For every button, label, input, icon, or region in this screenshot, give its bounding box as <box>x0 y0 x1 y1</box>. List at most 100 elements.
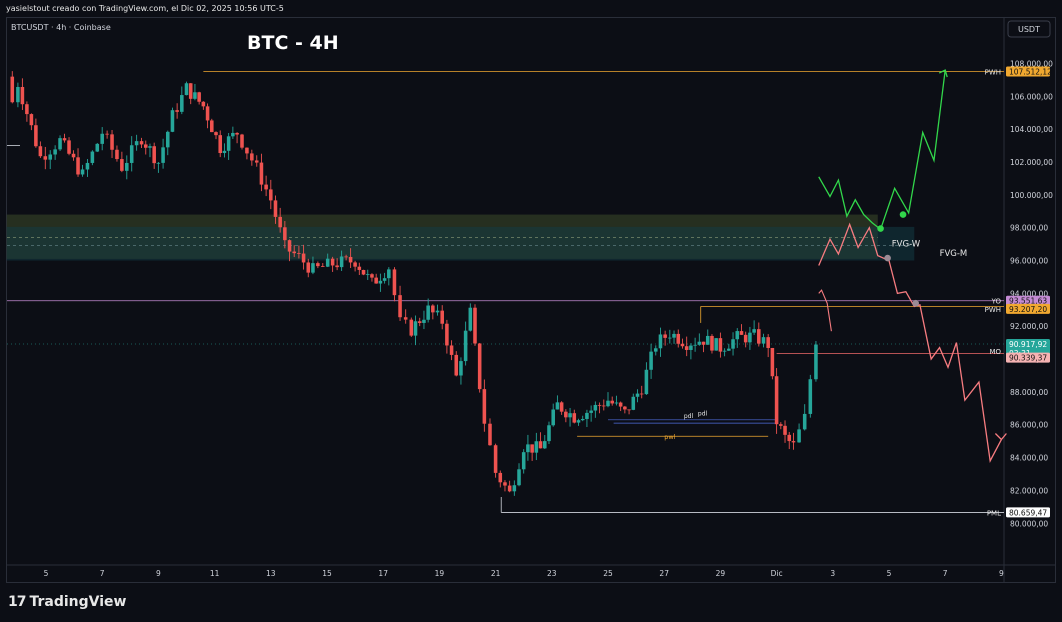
candle-body <box>774 376 779 425</box>
candle-body <box>214 132 218 136</box>
candle-body <box>618 402 623 407</box>
candle-body <box>530 444 534 453</box>
candle-body <box>757 329 761 344</box>
candle-body <box>787 434 792 442</box>
candle-body <box>710 335 714 351</box>
candle-body <box>564 411 568 418</box>
candle-body <box>353 262 357 267</box>
candle-body <box>25 104 29 115</box>
candle-body <box>770 347 775 377</box>
candle-body <box>226 136 231 151</box>
candle-body <box>264 184 268 190</box>
candle-body <box>278 216 282 228</box>
candle-body <box>357 266 362 270</box>
time-tick-label: 7 <box>943 569 948 578</box>
candle-body <box>38 146 43 157</box>
candle-body <box>344 256 348 258</box>
candle-body <box>693 344 697 346</box>
candle-body <box>697 341 702 345</box>
candle-body <box>240 134 244 148</box>
candle-body <box>684 346 689 350</box>
candle-body <box>752 329 756 333</box>
price-tick-label: 94.000,00 <box>1010 289 1048 298</box>
candle-body <box>335 265 339 268</box>
candle-body <box>361 269 366 275</box>
time-tick-label: 29 <box>716 569 726 578</box>
candle-body <box>316 263 320 267</box>
candle-body <box>170 110 175 132</box>
candle-body <box>783 425 787 435</box>
candle-body <box>663 334 667 338</box>
candle-body <box>43 156 48 160</box>
candle-body <box>71 153 76 158</box>
candle-body <box>339 256 344 268</box>
pwh2-tag: PWH <box>985 306 1001 314</box>
candle-body <box>498 472 503 483</box>
pdl-label-2: pdl <box>698 410 708 417</box>
candle-body <box>413 321 418 336</box>
candle-body <box>534 441 539 453</box>
candle-body <box>129 145 134 163</box>
candle-body <box>180 95 184 112</box>
pml-badge <box>1006 507 1050 518</box>
candle-body <box>259 162 264 185</box>
candle-body <box>614 402 619 404</box>
candle-body <box>731 339 735 349</box>
time-tick-label: 17 <box>378 569 388 578</box>
price-tick-label: 88.000,00 <box>1010 388 1048 397</box>
candle-body <box>551 409 555 426</box>
currency-button[interactable] <box>1007 20 1051 38</box>
candle-body <box>188 83 193 99</box>
fvg-w-label: FVG-W <box>892 239 921 249</box>
price-tick-label: 102.000,00 <box>1010 158 1053 167</box>
candle-body <box>488 423 492 446</box>
candle-body <box>193 92 197 99</box>
candle-body <box>623 406 627 410</box>
candle-body <box>161 147 165 163</box>
candle-body <box>797 429 801 443</box>
candle-body <box>644 369 649 395</box>
time-tick-label: 15 <box>322 569 332 578</box>
candle-body <box>426 305 430 320</box>
candle-body <box>292 251 296 254</box>
candle-body <box>526 444 530 453</box>
bearish-arrowhead <box>994 433 1007 441</box>
price-tick-label: 104.000,00 <box>1010 125 1053 134</box>
pml-tag: PML <box>987 509 1001 517</box>
candle-body <box>808 379 813 414</box>
candle-body <box>559 402 564 412</box>
candle-body <box>503 482 507 486</box>
candle-body <box>20 86 25 105</box>
candle-body <box>672 333 676 338</box>
candle-body <box>555 402 560 410</box>
candle-body <box>95 143 100 152</box>
candle-body <box>297 253 301 254</box>
candle-body <box>218 135 222 154</box>
pdl-label: pdl <box>684 413 694 420</box>
price-tick-label: 96.000,00 <box>1010 257 1048 266</box>
candle-body <box>165 131 170 148</box>
fvg-m-label: FVG-M <box>940 249 968 259</box>
price-tick-label: 82.000,00 <box>1010 486 1048 495</box>
candle-body <box>606 400 610 407</box>
chart-frame <box>6 17 1056 583</box>
candle-body <box>627 409 631 411</box>
candle-body <box>387 269 391 279</box>
candle-body <box>714 338 718 351</box>
candle-body <box>105 133 109 135</box>
pwh-badge-text: 107.512,12 <box>1009 68 1052 77</box>
candle-body <box>125 162 129 171</box>
candle-body <box>743 334 748 343</box>
candle-body <box>10 76 15 103</box>
candle-body <box>67 140 71 154</box>
price-tick-label: 80.000,00 <box>1010 519 1048 528</box>
price-tick-label: 106.000,00 <box>1010 92 1053 101</box>
candle-body <box>311 263 315 273</box>
candle-body <box>382 278 387 281</box>
currency-label: USDT <box>1018 25 1040 34</box>
candle-body <box>547 425 551 442</box>
candle-body <box>512 485 517 492</box>
candle-body <box>156 162 161 164</box>
mo-badge-text: 90.339,37 <box>1009 354 1047 363</box>
